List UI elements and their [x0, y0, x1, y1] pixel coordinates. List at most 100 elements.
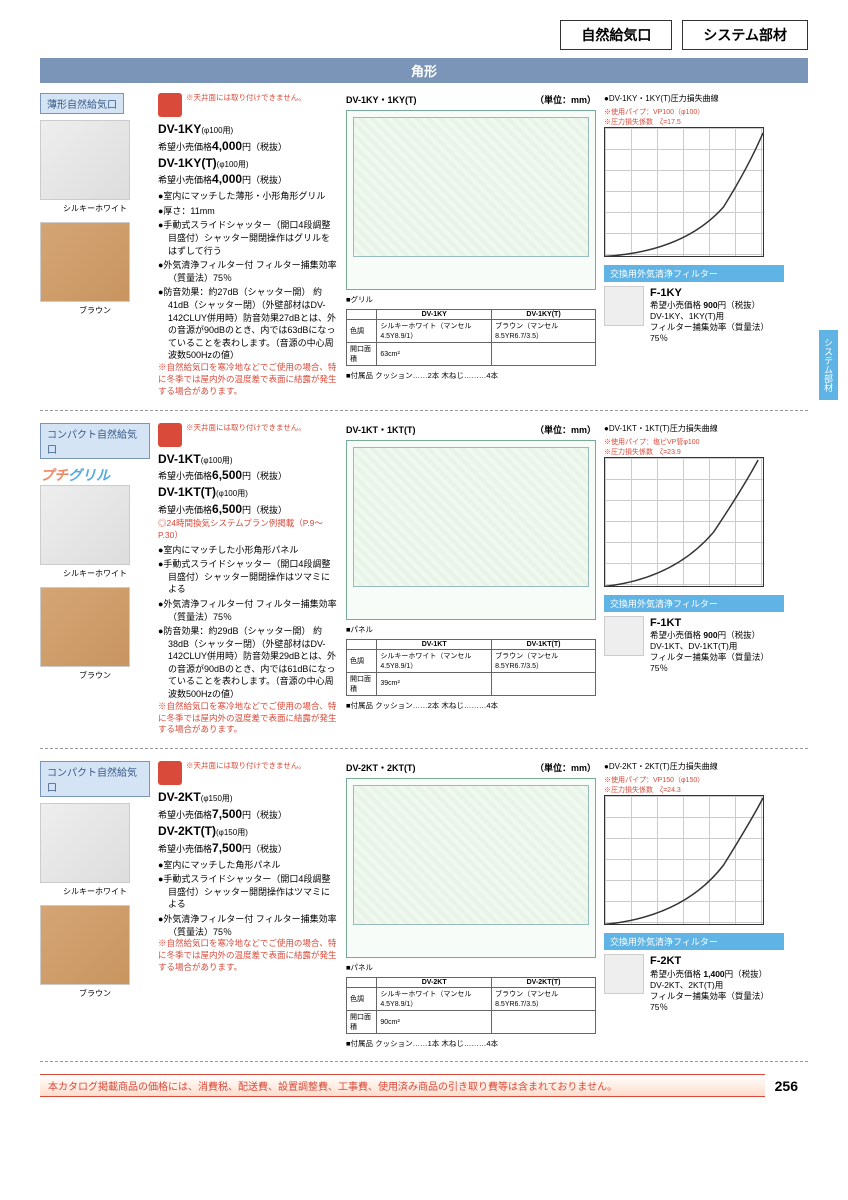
attachments: ■付属品 クッション……1本 木ねじ………4本 — [346, 1038, 596, 1049]
table-header: ■グリル — [346, 294, 596, 305]
filter-price: 希望小売価格 900円（税抜） — [650, 630, 784, 641]
color-table: DV-1KTDV-1KT(T) 色調シルキーホワイト（マンセル4.5Y8.9/1… — [346, 639, 596, 696]
model-block: DV-1KY(φ100用) 希望小売価格4,000円（税抜） — [158, 121, 338, 155]
page-number: 256 — [765, 1078, 808, 1094]
diagram-column: DV-1KT・1KT(T)（単位：mm） ■パネル DV-1KTDV-1KT(T… — [346, 423, 596, 737]
product-images: 薄形自然給気口 シルキーホワイト ブラウン — [40, 93, 150, 398]
table-header-cell: DV-2KT(T) — [492, 978, 596, 988]
filter-image — [604, 954, 644, 994]
catalog-page: 自然給気口 システム部材 角形 薄形自然給気口 シルキーホワイト ブラウン ※天… — [0, 0, 848, 1117]
spec-bullet: ●外気清浄フィルター付 フィルター捕集効率（質量法）75％ — [158, 598, 338, 623]
model-size: (φ150用) — [216, 828, 248, 837]
price-suffix: 円（税抜） — [242, 810, 287, 820]
attachments: ■付属品 クッション……2本 木ねじ………4本 — [346, 370, 596, 381]
red-reference: ◎24時間換気システムプラン例掲載（P.9～P.30） — [158, 518, 338, 542]
filter-body: F-1KY 希望小売価格 900円（税抜） DV-1KY、1KY(T)用 フィル… — [604, 286, 784, 344]
price-value: 7,500 — [212, 807, 242, 821]
pressure-loss-chart — [604, 127, 764, 257]
attachments: ■付属品 クッション……2本 木ねじ………4本 — [346, 700, 596, 711]
warning-box: ※天井面には取り付けできません。 — [158, 423, 338, 447]
chart-column: ●DV-1KT・1KT(T)圧力損失曲線 ※使用パイプ：塩ビVP管φ100 ※圧… — [604, 423, 784, 737]
chart-sub2: ※圧力損失係数 ζ=17.5 — [604, 117, 784, 127]
pressure-loss-chart — [604, 795, 764, 925]
product-images: コンパクト自然給気口 シルキーホワイト ブラウン — [40, 761, 150, 1049]
table-cell: ブラウン（マンセル8.5YR6.7/3.5） — [492, 988, 596, 1011]
filter-model: F-2KT — [650, 954, 784, 968]
spec-bullet: ●手動式スライドシャッター（開口4段調整目盛付）シャッター開閉操作はグリルをはず… — [158, 219, 338, 257]
color-table: DV-2KTDV-2KT(T) 色調シルキーホワイト（マンセル4.5Y8.9/1… — [346, 977, 596, 1034]
warning-box: ※天井面には取り付けできません。 — [158, 761, 338, 785]
model-block: DV-1KT(φ100用) 希望小売価格6,500円（税抜） — [158, 451, 338, 485]
spec-bullet: ●防音効果：約27dB（シャッター開） 約41dB（シャッター閉）（外壁部材はD… — [158, 286, 338, 362]
table-header: ■パネル — [346, 962, 596, 973]
filter-info: F-1KY 希望小売価格 900円（税抜） DV-1KY、1KY(T)用 フィル… — [650, 286, 784, 344]
diagram-column: DV-2KT・2KT(T)（単位：mm） ■パネル DV-2KTDV-2KT(T… — [346, 761, 596, 1049]
product-row: コンパクト自然給気口 シルキーホワイト ブラウン ※天井面には取り付けできません… — [40, 761, 808, 1062]
table-cell: 開口面積 — [347, 672, 377, 695]
table-cell: ブラウン（マンセル8.5YR6.7/3.5） — [492, 649, 596, 672]
model-name: DV-2KT — [158, 790, 201, 804]
model-block: DV-1KY(T)(φ100用) 希望小売価格4,000円（税抜） — [158, 155, 338, 189]
page-footer: 本カタログ掲載商品の価格には、消費税、配送費、設置調整費、工事費、使用済み商品の… — [40, 1074, 808, 1097]
chart-sub1: ※使用パイプ：VP100（φ100） — [604, 107, 784, 117]
warning-text: ※天井面には取り付けできません。 — [186, 761, 306, 772]
side-tab: システム部材 — [819, 330, 838, 400]
cold-climate-note: ※自然給気口を寒冷地などでご使用の場合、特に冬季では屋内外の温度差で表面に結露が… — [158, 362, 338, 398]
model-name: DV-1KY — [158, 122, 201, 136]
filter-body: F-1KT 希望小売価格 900円（税抜） DV-1KT、DV-1KT(T)用 … — [604, 616, 784, 674]
spec-bullet: ●防音効果：約29dB（シャッター開） 約38dB（シャッター閉）（外壁部材はD… — [158, 625, 338, 701]
table-cell — [492, 672, 596, 695]
diagram-drawing — [353, 785, 589, 925]
spec-bullet: ●手動式スライドシャッター（開口4段調整目盛付）シャッター開閉操作はツマミによる — [158, 558, 338, 596]
spec-bullet: ●外気清浄フィルター付 フィルター捕集効率（質量法）75％ — [158, 259, 338, 284]
price-suffix: 円（税抜） — [242, 844, 287, 854]
table-cell — [492, 343, 596, 366]
image-label: シルキーホワイト — [40, 568, 150, 579]
warning-text: ※天井面には取り付けできません。 — [186, 93, 306, 104]
table-cell — [492, 1011, 596, 1034]
product-row: 薄形自然給気口 シルキーホワイト ブラウン ※天井面には取り付けできません。 D… — [40, 93, 808, 411]
image-label: ブラウン — [40, 305, 150, 316]
filter-for: DV-1KY、1KY(T)用 — [650, 311, 784, 322]
wall-mount-icon — [158, 93, 182, 117]
technical-diagram — [346, 440, 596, 620]
model-name: DV-1KT(T) — [158, 485, 216, 499]
price-value: 4,000 — [212, 172, 242, 186]
model-block: DV-2KT(φ150用) 希望小売価格7,500円（税抜） — [158, 789, 338, 823]
filter-model: F-1KY — [650, 286, 784, 300]
diagram-title: DV-1KY・1KY(T)（単位：mm） — [346, 93, 596, 106]
product-image-brown — [40, 905, 130, 985]
product-image-brown — [40, 222, 130, 302]
chart-sub1: ※使用パイプ：塩ビVP管φ100 — [604, 437, 784, 447]
price-value: 7,500 — [212, 841, 242, 855]
cold-climate-note: ※自然給気口を寒冷地などでご使用の場合、特に冬季では屋内外の温度差で表面に結露が… — [158, 701, 338, 737]
table-header-cell — [347, 639, 377, 649]
header-sub: 自然給気口 — [560, 20, 672, 50]
table-header-cell: DV-1KY — [377, 310, 492, 320]
page-header: 自然給気口 システム部材 — [40, 20, 808, 50]
table-header: ■パネル — [346, 624, 596, 635]
chart-sub2: ※圧力損失係数 ζ=23.9 — [604, 447, 784, 457]
filter-spec: フィルター捕集効率（質量法）75％ — [650, 322, 784, 344]
spec-bullet: ●室内にマッチした角形パネル — [158, 859, 338, 872]
price-label: 希望小売価格 — [158, 175, 212, 185]
filter-image — [604, 616, 644, 656]
price-value: 6,500 — [212, 502, 242, 516]
chart-title: ●DV-2KT・2KT(T)圧力損失曲線 — [604, 761, 784, 772]
warning-box: ※天井面には取り付けできません。 — [158, 93, 338, 117]
price-label: 希望小売価格 — [158, 471, 212, 481]
product-specs: ※天井面には取り付けできません。 DV-2KT(φ150用) 希望小売価格7,5… — [158, 761, 338, 1049]
filter-info: F-2KT 希望小売価格 1,400円（税抜） DV-2KT、2KT(T)用 フ… — [650, 954, 784, 1012]
technical-diagram — [346, 110, 596, 290]
section-bar: 角形 — [40, 58, 808, 83]
chart-title: ●DV-1KY・1KY(T)圧力損失曲線 — [604, 93, 784, 104]
model-block: DV-1KT(T)(φ100用) 希望小売価格6,500円（税抜） — [158, 484, 338, 518]
price-value: 6,500 — [212, 468, 242, 482]
color-table: DV-1KYDV-1KY(T) 色調シルキーホワイト（マンセル4.5Y8.9/1… — [346, 309, 596, 366]
chart-column: ●DV-1KY・1KY(T)圧力損失曲線 ※使用パイプ：VP100（φ100） … — [604, 93, 784, 398]
category-label: コンパクト自然給気口 — [40, 761, 150, 797]
table-cell: 色調 — [347, 649, 377, 672]
spec-bullet: ●手動式スライドシャッター（開口4段調整目盛付）シャッター開閉操作はツマミによる — [158, 873, 338, 911]
price-label: 希望小売価格 — [158, 142, 212, 152]
technical-diagram — [346, 778, 596, 958]
